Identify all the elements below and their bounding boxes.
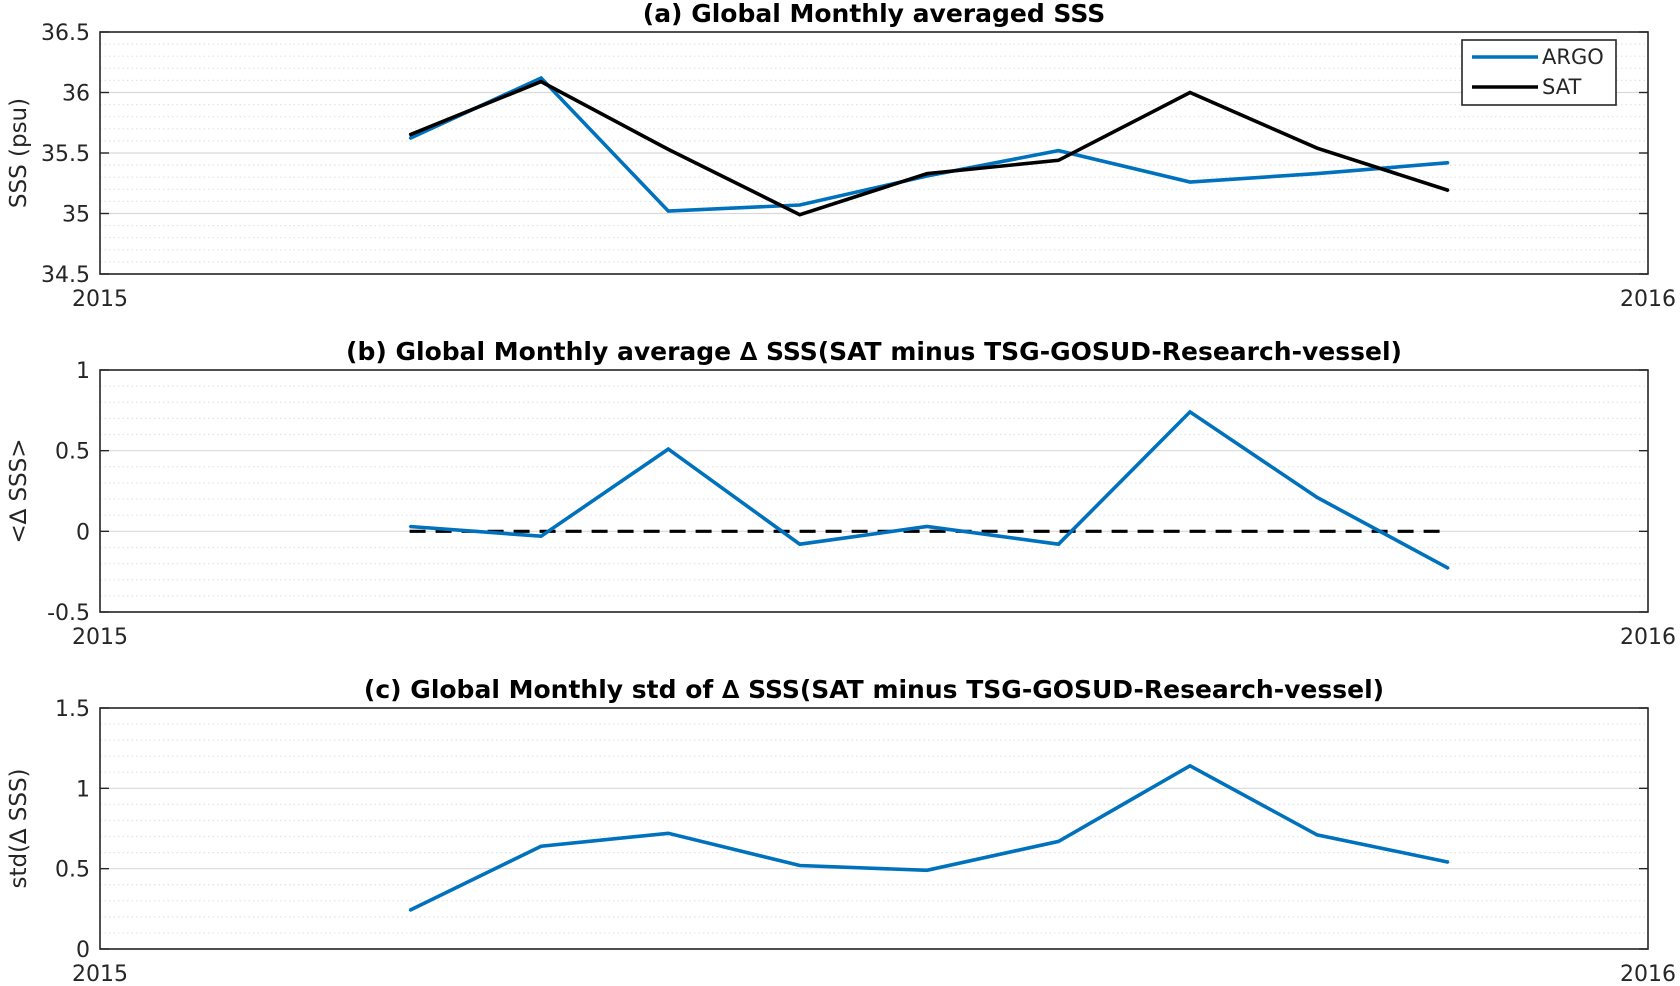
panel-c-title: (c) Global Monthly std of ∆ SSS(SAT minu… — [364, 675, 1384, 704]
panel-a-series-sat-point — [1316, 147, 1318, 149]
panel-c-axes-box — [99, 707, 1649, 950]
panel-c-series-delta-sss-point — [1189, 765, 1191, 767]
panel-b-series-delta-sss-point — [1189, 411, 1191, 413]
panel-a-series-sat-point — [1057, 159, 1060, 162]
panel-b-ytick-label: -0.5 — [47, 601, 90, 626]
panel-b-series-delta-sss-point — [408, 525, 411, 528]
panel-a-series-argo-point — [1447, 161, 1450, 164]
panel-b-series-delta-sss-point — [1316, 496, 1318, 499]
panel-c-series-delta-sss-point — [926, 869, 928, 872]
panel-b: -0.5 0 0.5 1 2015 2016 (b) Global Monthly aver… — [6, 337, 1676, 650]
panel-c-ytick-label: 0 — [76, 938, 90, 963]
panel-c-ytick-label: 1.5 — [55, 697, 90, 722]
panel-b-series-delta-sss-point — [1057, 543, 1060, 546]
panel-c-series-delta-sss-point — [667, 832, 670, 835]
panel-a-series-argo-point — [1057, 149, 1060, 152]
panel-b-axes-box — [99, 369, 1649, 613]
panel-c-ytick-label: 0.5 — [55, 858, 90, 883]
panel-b-xtick-label: 2015 — [72, 625, 128, 650]
panel-a-legend: ARGO SAT — [1461, 39, 1617, 106]
panel-a-ytick-label: 36 — [62, 82, 90, 107]
panel-a-series-argo-point — [540, 77, 542, 79]
panel-c-series-delta-sss-point — [540, 845, 542, 847]
panel-a-xtick-label: 2016 — [1620, 287, 1676, 312]
panel-b-ytick-label: 0 — [76, 520, 90, 545]
panel-c-series-delta-sss-point — [798, 864, 801, 867]
panel-b-ytick-label: 0.5 — [55, 440, 90, 465]
panel-c: 0 0.5 1 1.5 2015 2016 (c) Global Monthly std o… — [6, 675, 1676, 986]
panel-a-series-argo-point — [798, 204, 801, 206]
panel-a-series-argo-point — [1316, 172, 1318, 175]
panel-b-series-delta-sss-point — [667, 448, 670, 450]
panel-c-xtick-label: 2015 — [72, 962, 128, 982]
panel-c-series-delta-sss-line — [408, 763, 1450, 913]
panel-c-series-delta-sss-point — [408, 909, 411, 912]
panel-b-ytick-label: 1 — [76, 359, 90, 384]
panel-a-ylabel: SSS (psu) — [6, 98, 32, 208]
panel-c-ylabel: std(∆ SSS) — [6, 768, 32, 888]
panel-a-series-sat-point — [540, 80, 542, 83]
panel-a-ytick-label: 35.5 — [41, 142, 90, 167]
panel-c-xtick-label: 2016 — [1620, 962, 1676, 982]
panel-b-series-delta-sss-point — [1447, 567, 1450, 570]
panel-b-series-delta-sss-point — [798, 543, 801, 546]
panel-a-ytick-label: 35 — [62, 203, 90, 228]
panel-a-series-argo-point — [408, 137, 411, 140]
panel-a-series-sat-point — [1189, 91, 1191, 94]
panel-a: 34.5 35 35.5 36 36.5 2015 2016 (a) Global Month… — [6, 0, 1676, 312]
panel-c-series-delta-sss-point — [1447, 861, 1450, 864]
panel-b-series-delta-sss-point — [926, 525, 928, 528]
panel-a-title: (a) Global Monthly averaged SSS — [643, 0, 1105, 28]
panel-a-ytick-label: 36.5 — [41, 21, 90, 46]
panel-a-ytick-label: 34.5 — [41, 263, 90, 288]
panel-a-series-sat-point — [408, 134, 411, 136]
panel-b-xtick-label: 2016 — [1620, 625, 1676, 650]
panel-a-xtick-label: 2015 — [72, 287, 128, 312]
panel-c-series-delta-sss-point — [1057, 840, 1060, 843]
panel-b-series-delta-sss-point — [540, 535, 542, 537]
panel-a-series-sat-point — [1447, 189, 1450, 192]
panel-c-series-delta-sss-point — [1316, 834, 1318, 836]
panel-a-series-sat-point — [926, 172, 928, 175]
panel-c-ytick-label: 1 — [76, 777, 90, 802]
panel-a-series-argo-line — [408, 75, 1449, 213]
legend-box — [1461, 39, 1617, 106]
panel-a-series-sat-point — [667, 148, 670, 151]
legend-label-sat: SAT — [1542, 75, 1581, 99]
panel-a-series-argo-point — [1189, 181, 1191, 183]
panel-b-title: (b) Global Monthly average ∆ SSS(SAT min… — [346, 337, 1402, 366]
panel-a-series-sat-point — [798, 213, 801, 216]
panel-b-ylabel: <∆ SSS> — [6, 438, 32, 543]
panel-b-series-delta-sss-line — [409, 409, 1450, 570]
legend-label-argo: ARGO — [1542, 45, 1604, 69]
panel-a-series-argo-point — [667, 210, 670, 212]
